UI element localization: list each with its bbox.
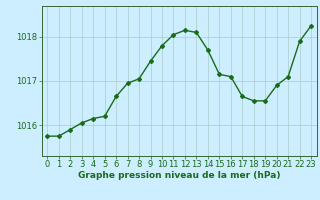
X-axis label: Graphe pression niveau de la mer (hPa): Graphe pression niveau de la mer (hPa) xyxy=(78,171,280,180)
